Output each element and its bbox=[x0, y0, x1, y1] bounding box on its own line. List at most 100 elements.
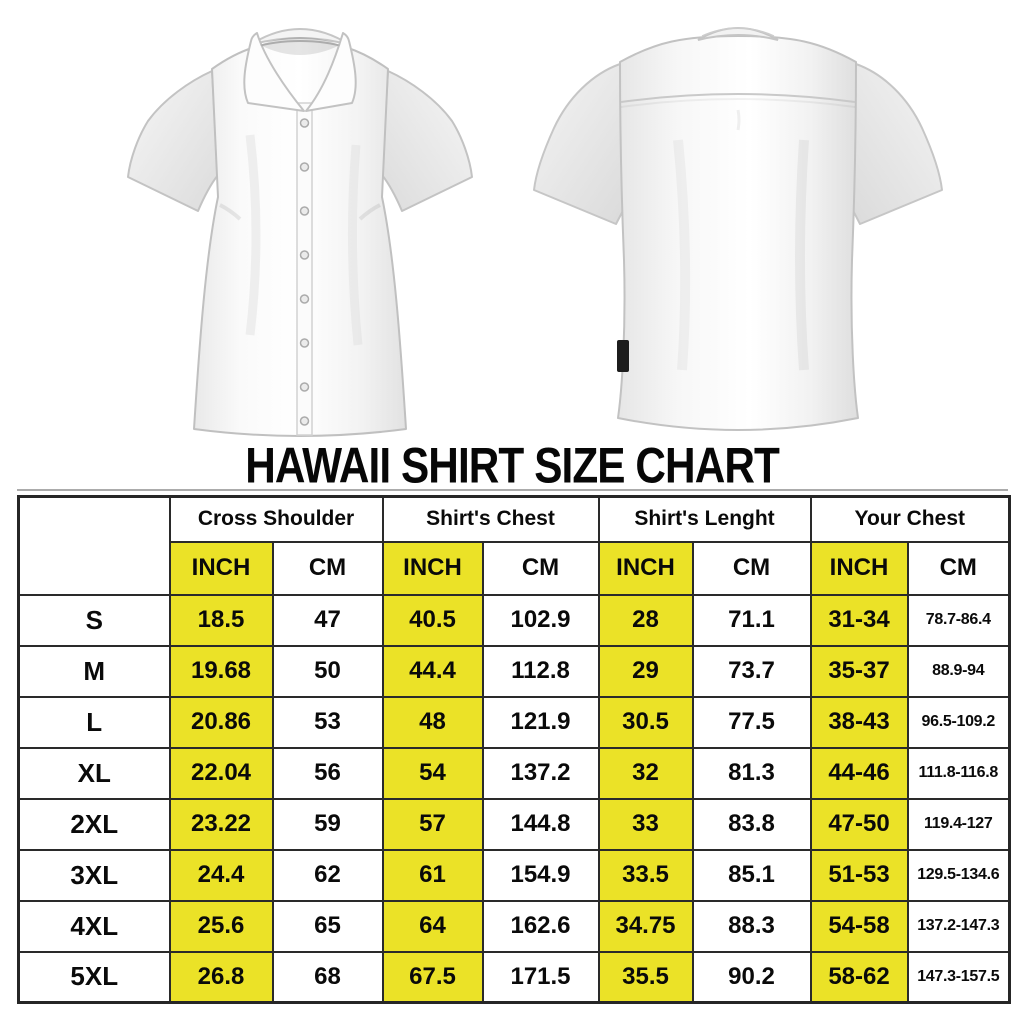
unit-header-cm: CM bbox=[271, 540, 384, 596]
cm-value-cell: 137.2 bbox=[481, 746, 600, 800]
inch-value-cell: 32 bbox=[597, 746, 694, 800]
group-header-shirts-lenght: Shirt's Lenght bbox=[597, 495, 812, 543]
inch-value-cell: 38-43 bbox=[809, 695, 909, 749]
inch-value-cell: 22.04 bbox=[168, 746, 274, 800]
cm-value-cell: 88.3 bbox=[691, 899, 812, 953]
size-label-cell: 3XL bbox=[17, 848, 171, 902]
unit-header-cm: CM bbox=[906, 540, 1011, 596]
inch-value-cell: 31-34 bbox=[809, 593, 909, 647]
unit-header-cm: CM bbox=[691, 540, 812, 596]
inch-value-cell: 51-53 bbox=[809, 848, 909, 902]
cm-value-cell: 73.7 bbox=[691, 644, 812, 698]
size-label-cell: S bbox=[17, 593, 171, 647]
inch-value-cell: 58-62 bbox=[809, 950, 909, 1004]
front-shirt-image bbox=[127, 28, 473, 437]
front-right-sleeve bbox=[381, 70, 473, 212]
cm-value-cell: 53 bbox=[271, 695, 384, 749]
cm-value-cell: 112.8 bbox=[481, 644, 600, 698]
back-body bbox=[617, 35, 859, 431]
front-left-sleeve bbox=[127, 70, 219, 212]
group-header-cross-shoulder: Cross Shoulder bbox=[168, 495, 384, 543]
cm-value-cell: 47 bbox=[271, 593, 384, 647]
cm-value-cell: 62 bbox=[271, 848, 384, 902]
size-label-cell: M bbox=[17, 644, 171, 698]
front-buttons bbox=[299, 118, 310, 426]
inch-value-cell: 33 bbox=[597, 797, 694, 851]
cm-value-cell: 88.9-94 bbox=[906, 644, 1011, 698]
unit-header-inch: INCH bbox=[597, 540, 694, 596]
cm-value-cell: 144.8 bbox=[481, 797, 600, 851]
table-row: S 18.5 47 40.5 102.9 28 71.1 31-34 78.7-86.4 bbox=[17, 593, 1011, 647]
table-row: 5XL 26.8 68 67.5 171.5 35.5 90.2 58-62 147.3-157… bbox=[17, 950, 1011, 1004]
inch-value-cell: 35-37 bbox=[809, 644, 909, 698]
cm-value-cell: 121.9 bbox=[481, 695, 600, 749]
unit-header-inch: INCH bbox=[809, 540, 909, 596]
inch-value-cell: 33.5 bbox=[597, 848, 694, 902]
cm-value-cell: 129.5-134.6 bbox=[906, 848, 1011, 902]
inch-value-cell: 40.5 bbox=[381, 593, 484, 647]
inch-value-cell: 35.5 bbox=[597, 950, 694, 1004]
cm-value-cell: 78.7-86.4 bbox=[906, 593, 1011, 647]
cm-value-cell: 171.5 bbox=[481, 950, 600, 1004]
group-header-your-chest: Your Chest bbox=[809, 495, 1011, 543]
cm-value-cell: 65 bbox=[271, 899, 384, 953]
group-header-shirts-chest: Shirt's Chest bbox=[381, 495, 600, 543]
inch-value-cell: 47-50 bbox=[809, 797, 909, 851]
back-size-tag bbox=[617, 340, 629, 372]
front-button-placket bbox=[296, 102, 313, 436]
cm-value-cell: 81.3 bbox=[691, 746, 812, 800]
unit-header-row: INCH CM INCH CM INCH CM INCH CM bbox=[19, 540, 1011, 596]
cm-value-cell: 59 bbox=[271, 797, 384, 851]
size-label-cell: 2XL bbox=[17, 797, 171, 851]
table-row: 2XL 23.22 59 57 144.8 33 83.8 47-50 119.4-127 bbox=[17, 797, 1011, 851]
cm-value-cell: 68 bbox=[271, 950, 384, 1004]
size-label-cell: 5XL bbox=[17, 950, 171, 1004]
inch-value-cell: 64 bbox=[381, 899, 484, 953]
table-top-divider bbox=[17, 489, 1008, 491]
table-row: L 20.86 53 48 121.9 30.5 77.5 38-43 96.5-109.2 bbox=[17, 695, 1011, 749]
inch-value-cell: 23.22 bbox=[168, 797, 274, 851]
table-row: 4XL 25.6 65 64 162.6 34.75 88.3 54-58 137.2-147.… bbox=[17, 899, 1011, 953]
cm-value-cell: 162.6 bbox=[481, 899, 600, 953]
group-header-row: Cross Shoulder Shirt's Chest Shirt's Len… bbox=[17, 495, 1011, 596]
cm-value-cell: 102.9 bbox=[481, 593, 600, 647]
size-table-body: S 18.5 47 40.5 102.9 28 71.1 31-34 78.7-86.4 M 19.… bbox=[17, 593, 1011, 1004]
chart-title: HAWAII SHIRT SIZE CHART bbox=[245, 436, 780, 494]
cm-value-cell: 50 bbox=[271, 644, 384, 698]
back-yoke-seam bbox=[620, 93, 856, 103]
size-label-cell: L bbox=[17, 695, 171, 749]
cm-value-cell: 90.2 bbox=[691, 950, 812, 1004]
table-row: XL 22.04 56 54 137.2 32 81.3 44-46 111.8-116.8 bbox=[17, 746, 1011, 800]
inch-value-cell: 25.6 bbox=[168, 899, 274, 953]
inch-value-cell: 57 bbox=[381, 797, 484, 851]
front-collar-left bbox=[243, 32, 305, 112]
table-row: M 19.68 50 44.4 112.8 29 73.7 35-37 88.9-94 bbox=[17, 644, 1011, 698]
cm-value-cell: 85.1 bbox=[691, 848, 812, 902]
inch-value-cell: 26.8 bbox=[168, 950, 274, 1004]
inch-value-cell: 54-58 bbox=[809, 899, 909, 953]
cm-value-cell: 119.4-127 bbox=[906, 797, 1011, 851]
size-label-cell: 4XL bbox=[17, 899, 171, 953]
inch-value-cell: 34.75 bbox=[597, 899, 694, 953]
cm-value-cell: 83.8 bbox=[691, 797, 812, 851]
inch-value-cell: 30.5 bbox=[597, 695, 694, 749]
inch-value-cell: 67.5 bbox=[381, 950, 484, 1004]
inch-value-cell: 44-46 bbox=[809, 746, 909, 800]
inch-value-cell: 24.4 bbox=[168, 848, 274, 902]
size-label-cell: XL bbox=[17, 746, 171, 800]
inch-value-cell: 28 bbox=[597, 593, 694, 647]
table-row: 3XL 24.4 62 61 154.9 33.5 85.1 51-53 129.5-134.6 bbox=[17, 848, 1011, 902]
cm-value-cell: 137.2-147.3 bbox=[906, 899, 1011, 953]
inch-value-cell: 19.68 bbox=[168, 644, 274, 698]
inch-value-cell: 20.86 bbox=[168, 695, 274, 749]
cm-value-cell: 111.8-116.8 bbox=[906, 746, 1011, 800]
inch-value-cell: 48 bbox=[381, 695, 484, 749]
inch-value-cell: 29 bbox=[597, 644, 694, 698]
unit-header-cm: CM bbox=[481, 540, 600, 596]
cm-value-cell: 71.1 bbox=[691, 593, 812, 647]
front-collar-right bbox=[305, 32, 357, 112]
cm-value-cell: 96.5-109.2 bbox=[906, 695, 1011, 749]
corner-cell bbox=[17, 495, 171, 596]
inch-value-cell: 44.4 bbox=[381, 644, 484, 698]
